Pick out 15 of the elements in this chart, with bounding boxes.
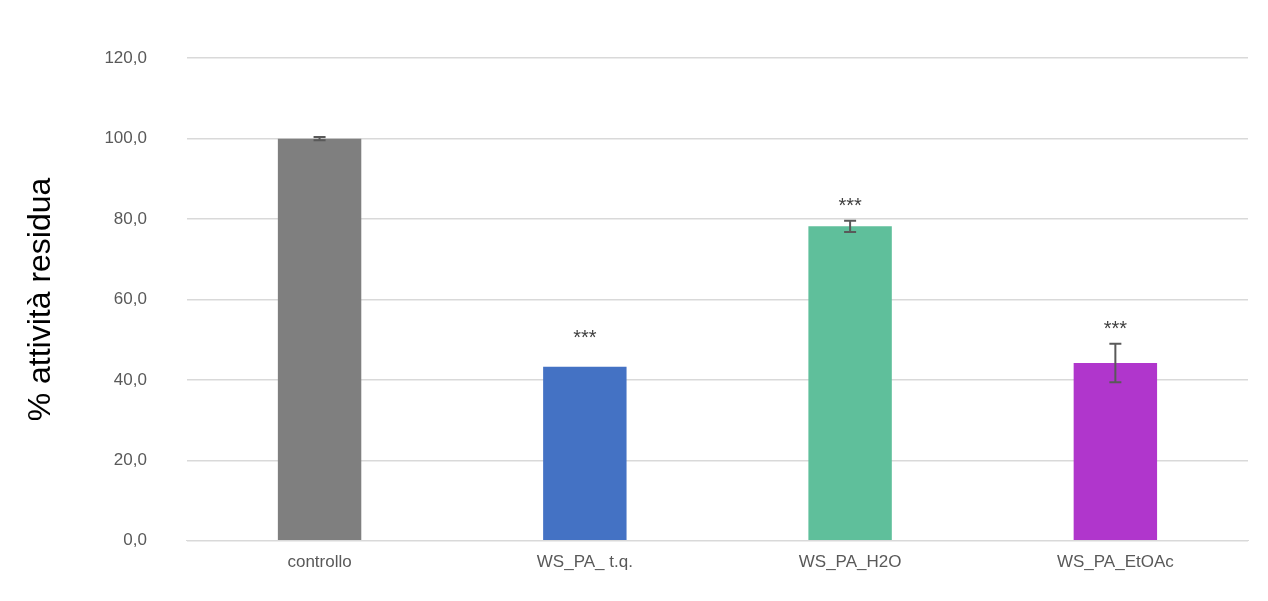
- y-tick-label: 120,0: [104, 47, 147, 67]
- annotation: ***: [573, 326, 597, 349]
- y-tick-label: 20,0: [113, 450, 147, 470]
- y-tick-label: 40,0: [113, 369, 147, 389]
- x-tick-label: controllo: [287, 551, 352, 571]
- x-tick-label: WS_PA_H2O: [798, 551, 902, 571]
- y-tick-label: 100,0: [104, 128, 147, 148]
- annotation: ***: [1103, 317, 1128, 340]
- y-tick-label: 60,0: [113, 289, 147, 309]
- x-tick-label: WS_PA_ t.q.: [536, 551, 633, 571]
- y-tick-label: 80,0: [113, 208, 147, 228]
- y-tick-label: 0,0: [123, 530, 147, 550]
- annotation: ***: [838, 194, 862, 217]
- x-tick-label: WS_PA_EtOAc: [1056, 551, 1175, 571]
- y-axis-title: % attività residua: [21, 177, 58, 422]
